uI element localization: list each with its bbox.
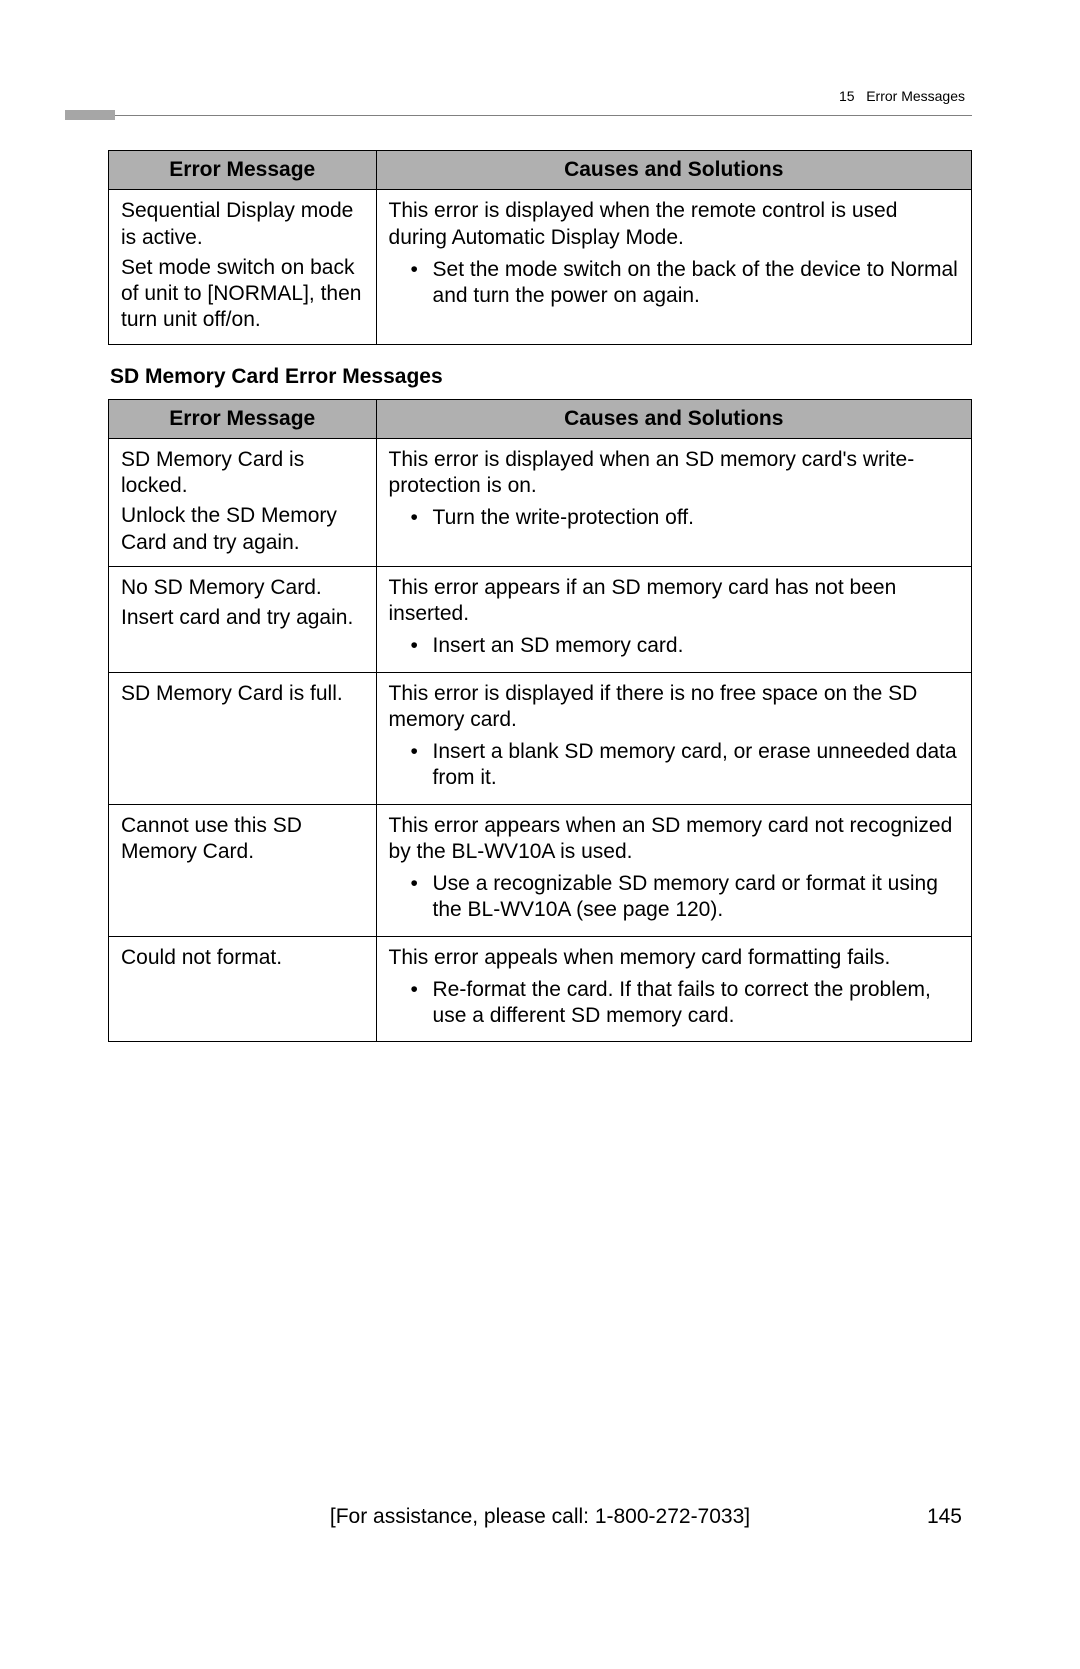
error-message-cell: SD Memory Card is locked. Unlock the SD …: [109, 438, 377, 566]
error-message-cell: Cannot use this SD Memory Card.: [109, 804, 377, 936]
table-row: Could not format. This error appeals whe…: [109, 936, 972, 1042]
solution-bullet: Turn the write-protection off.: [433, 505, 959, 531]
section-title: SD Memory Card Error Messages: [110, 365, 972, 389]
msg-line: Cannot use this SD Memory Card.: [121, 814, 302, 863]
error-message-cell: Could not format.: [109, 936, 377, 1042]
header-thin-rule: [115, 115, 972, 116]
solution-bullet: Re-format the card. If that fails to cor…: [433, 977, 959, 1030]
solution-list: Insert a blank SD memory card, or erase …: [389, 739, 959, 792]
content-area: Error Message Causes and Solutions Seque…: [108, 150, 972, 1042]
solution-list: Use a recognizable SD memory card or for…: [389, 871, 959, 924]
col-causes-solutions: Causes and Solutions: [376, 399, 971, 438]
table-header-row: Error Message Causes and Solutions: [109, 151, 972, 190]
solution-intro: This error is displayed if there is no f…: [389, 681, 959, 734]
msg-line: Set mode switch on back of unit to [NORM…: [121, 255, 364, 334]
msg-line: Insert card and try again.: [121, 605, 364, 631]
solution-bullet: Insert a blank SD memory card, or erase …: [433, 739, 959, 792]
solution-cell: This error is displayed when the remote …: [376, 190, 971, 344]
header-thick-rule: [65, 110, 115, 120]
table-row: Sequential Display mode is active. Set m…: [109, 190, 972, 344]
solution-bullet: Insert an SD memory card.: [433, 633, 959, 659]
footer-assistance: [For assistance, please call: 1-800-272-…: [0, 1505, 1080, 1529]
solution-list: Re-format the card. If that fails to cor…: [389, 977, 959, 1030]
table-row: No SD Memory Card. Insert card and try a…: [109, 566, 972, 672]
error-table-2: Error Message Causes and Solutions SD Me…: [108, 399, 972, 1043]
solution-intro: This error appeals when memory card form…: [389, 945, 959, 971]
col-error-message: Error Message: [109, 151, 377, 190]
msg-line: Could not format.: [121, 946, 282, 969]
msg-line: SD Memory Card is full.: [121, 682, 343, 705]
header-chapter: 15 Error Messages: [839, 88, 965, 104]
col-error-message: Error Message: [109, 399, 377, 438]
msg-line: Unlock the SD Memory Card and try again.: [121, 503, 364, 556]
page-number: 145: [927, 1505, 962, 1529]
solution-intro: This error appears if an SD memory card …: [389, 575, 959, 628]
solution-list: Set the mode switch on the back of the d…: [389, 257, 959, 310]
solution-list: Turn the write-protection off.: [389, 505, 959, 531]
solution-intro: This error is displayed when the remote …: [389, 198, 959, 251]
table-row: SD Memory Card is full. This error is di…: [109, 672, 972, 804]
chapter-number: 15: [839, 88, 855, 104]
table-row: SD Memory Card is locked. Unlock the SD …: [109, 438, 972, 566]
solution-cell: This error is displayed if there is no f…: [376, 672, 971, 804]
table-row: Cannot use this SD Memory Card. This err…: [109, 804, 972, 936]
error-message-cell: SD Memory Card is full.: [109, 672, 377, 804]
msg-line: No SD Memory Card.: [121, 576, 322, 599]
page: 15 Error Messages Error Message Causes a…: [0, 0, 1080, 1669]
solution-cell: This error is displayed when an SD memor…: [376, 438, 971, 566]
solution-cell: This error appears if an SD memory card …: [376, 566, 971, 672]
error-message-cell: No SD Memory Card. Insert card and try a…: [109, 566, 377, 672]
solution-intro: This error appears when an SD memory car…: [389, 813, 959, 866]
solution-cell: This error appears when an SD memory car…: [376, 804, 971, 936]
solution-bullet: Use a recognizable SD memory card or for…: [433, 871, 959, 924]
solution-list: Insert an SD memory card.: [389, 633, 959, 659]
solution-cell: This error appeals when memory card form…: [376, 936, 971, 1042]
solution-bullet: Set the mode switch on the back of the d…: [433, 257, 959, 310]
col-causes-solutions: Causes and Solutions: [376, 151, 971, 190]
error-message-cell: Sequential Display mode is active. Set m…: [109, 190, 377, 344]
solution-intro: This error is displayed when an SD memor…: [389, 447, 959, 500]
msg-line: SD Memory Card is locked.: [121, 448, 304, 497]
chapter-title: Error Messages: [866, 88, 965, 104]
table-header-row: Error Message Causes and Solutions: [109, 399, 972, 438]
msg-line: Sequential Display mode is active.: [121, 199, 353, 248]
error-table-1: Error Message Causes and Solutions Seque…: [108, 150, 972, 345]
